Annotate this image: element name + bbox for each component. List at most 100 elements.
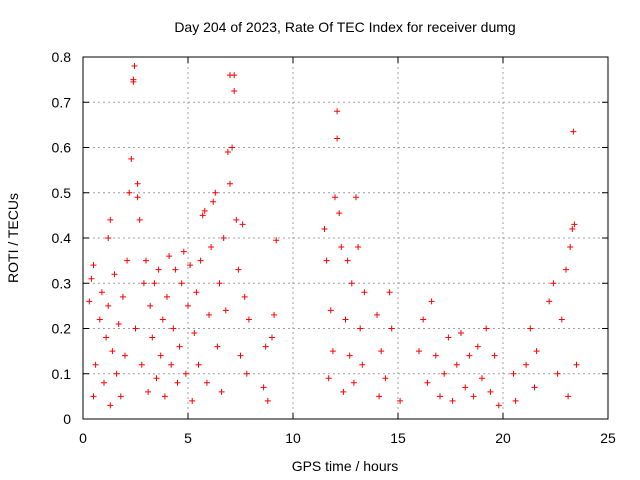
data-point [157, 352, 164, 359]
data-point [546, 298, 553, 305]
x-tick-label: 15 [390, 430, 406, 446]
data-point [203, 379, 210, 386]
data-point [101, 379, 107, 386]
data-point [323, 257, 330, 264]
data-point [98, 289, 105, 296]
data-point [348, 280, 355, 287]
x-tick-label: 10 [285, 430, 301, 446]
data-point [86, 298, 93, 305]
data-point [350, 379, 357, 386]
data-point [527, 325, 534, 332]
data-point [208, 244, 215, 251]
data-point [136, 216, 143, 223]
data-point [567, 244, 574, 251]
data-point [220, 235, 227, 241]
y-tick-label: 0.8 [52, 49, 72, 65]
data-point [128, 155, 135, 162]
y-tick-label: 0 [63, 411, 71, 427]
data-point [193, 289, 200, 296]
data-point [346, 352, 353, 359]
data-point [187, 262, 194, 269]
data-point [353, 194, 359, 201]
x-tick-label: 20 [495, 430, 511, 446]
data-point [195, 361, 202, 368]
data-point [206, 311, 212, 318]
data-point [153, 375, 160, 382]
data-point [512, 397, 519, 404]
data-point [109, 348, 116, 355]
data-point [558, 316, 565, 323]
data-point [145, 388, 152, 395]
data-point [510, 370, 517, 377]
data-point [105, 235, 112, 241]
data-point [134, 180, 141, 187]
data-point [374, 311, 380, 318]
data-point [231, 72, 238, 79]
data-point [571, 221, 578, 228]
data-point [111, 271, 118, 278]
data-point [90, 262, 97, 269]
y-tick-label: 0.3 [52, 275, 72, 291]
data-point [90, 393, 97, 400]
data-point [474, 343, 481, 350]
data-point [122, 352, 128, 359]
data-point [376, 393, 383, 400]
data-point [470, 393, 477, 400]
data-point [491, 352, 498, 359]
data-point [174, 379, 181, 386]
data-point [554, 370, 561, 377]
data-point [378, 348, 385, 355]
data-point [235, 266, 242, 273]
data-point [88, 275, 95, 282]
data-point [357, 325, 364, 332]
data-point [239, 221, 246, 228]
data-point [269, 334, 275, 341]
y-tick-label: 0.7 [52, 94, 72, 110]
data-point [531, 384, 538, 391]
data-point [449, 397, 456, 404]
data-point [134, 194, 141, 201]
data-point [149, 334, 156, 341]
data-point [210, 198, 217, 205]
data-point [191, 330, 198, 337]
data-point [359, 361, 366, 368]
x-axis-label: GPS time / hours [292, 458, 399, 474]
y-tick-label: 0.2 [52, 321, 72, 337]
data-point [151, 280, 158, 287]
data-point [382, 375, 389, 382]
data-point [178, 280, 185, 287]
data-point [332, 194, 338, 201]
data-point [115, 320, 122, 327]
data-point [159, 316, 166, 323]
data-point [453, 361, 460, 368]
data-point [130, 76, 137, 83]
data-point [132, 325, 139, 332]
data-point [437, 393, 443, 400]
data-point [231, 87, 238, 94]
data-point [495, 402, 502, 409]
y-tick-label: 0.5 [52, 185, 72, 201]
data-point [92, 361, 99, 368]
data-point [327, 307, 334, 314]
data-point [262, 343, 269, 350]
data-point [170, 325, 177, 332]
data-point [565, 393, 572, 400]
data-point [197, 257, 204, 264]
data-point [479, 375, 485, 382]
data-point [466, 352, 473, 359]
data-point [143, 257, 149, 264]
y-tick-label: 0.1 [52, 366, 72, 382]
data-point [334, 135, 341, 142]
data-point [260, 384, 267, 391]
data-point [523, 361, 530, 368]
data-point [168, 361, 175, 368]
x-axis-ticks: 0 5 10 15 20 25 [79, 57, 616, 446]
data-point [241, 293, 248, 300]
data-point [216, 280, 223, 287]
data-point [138, 361, 145, 368]
data-points [86, 63, 580, 409]
data-point [550, 280, 557, 287]
data-point [570, 128, 577, 135]
data-point [233, 216, 240, 223]
data-point [245, 316, 252, 323]
